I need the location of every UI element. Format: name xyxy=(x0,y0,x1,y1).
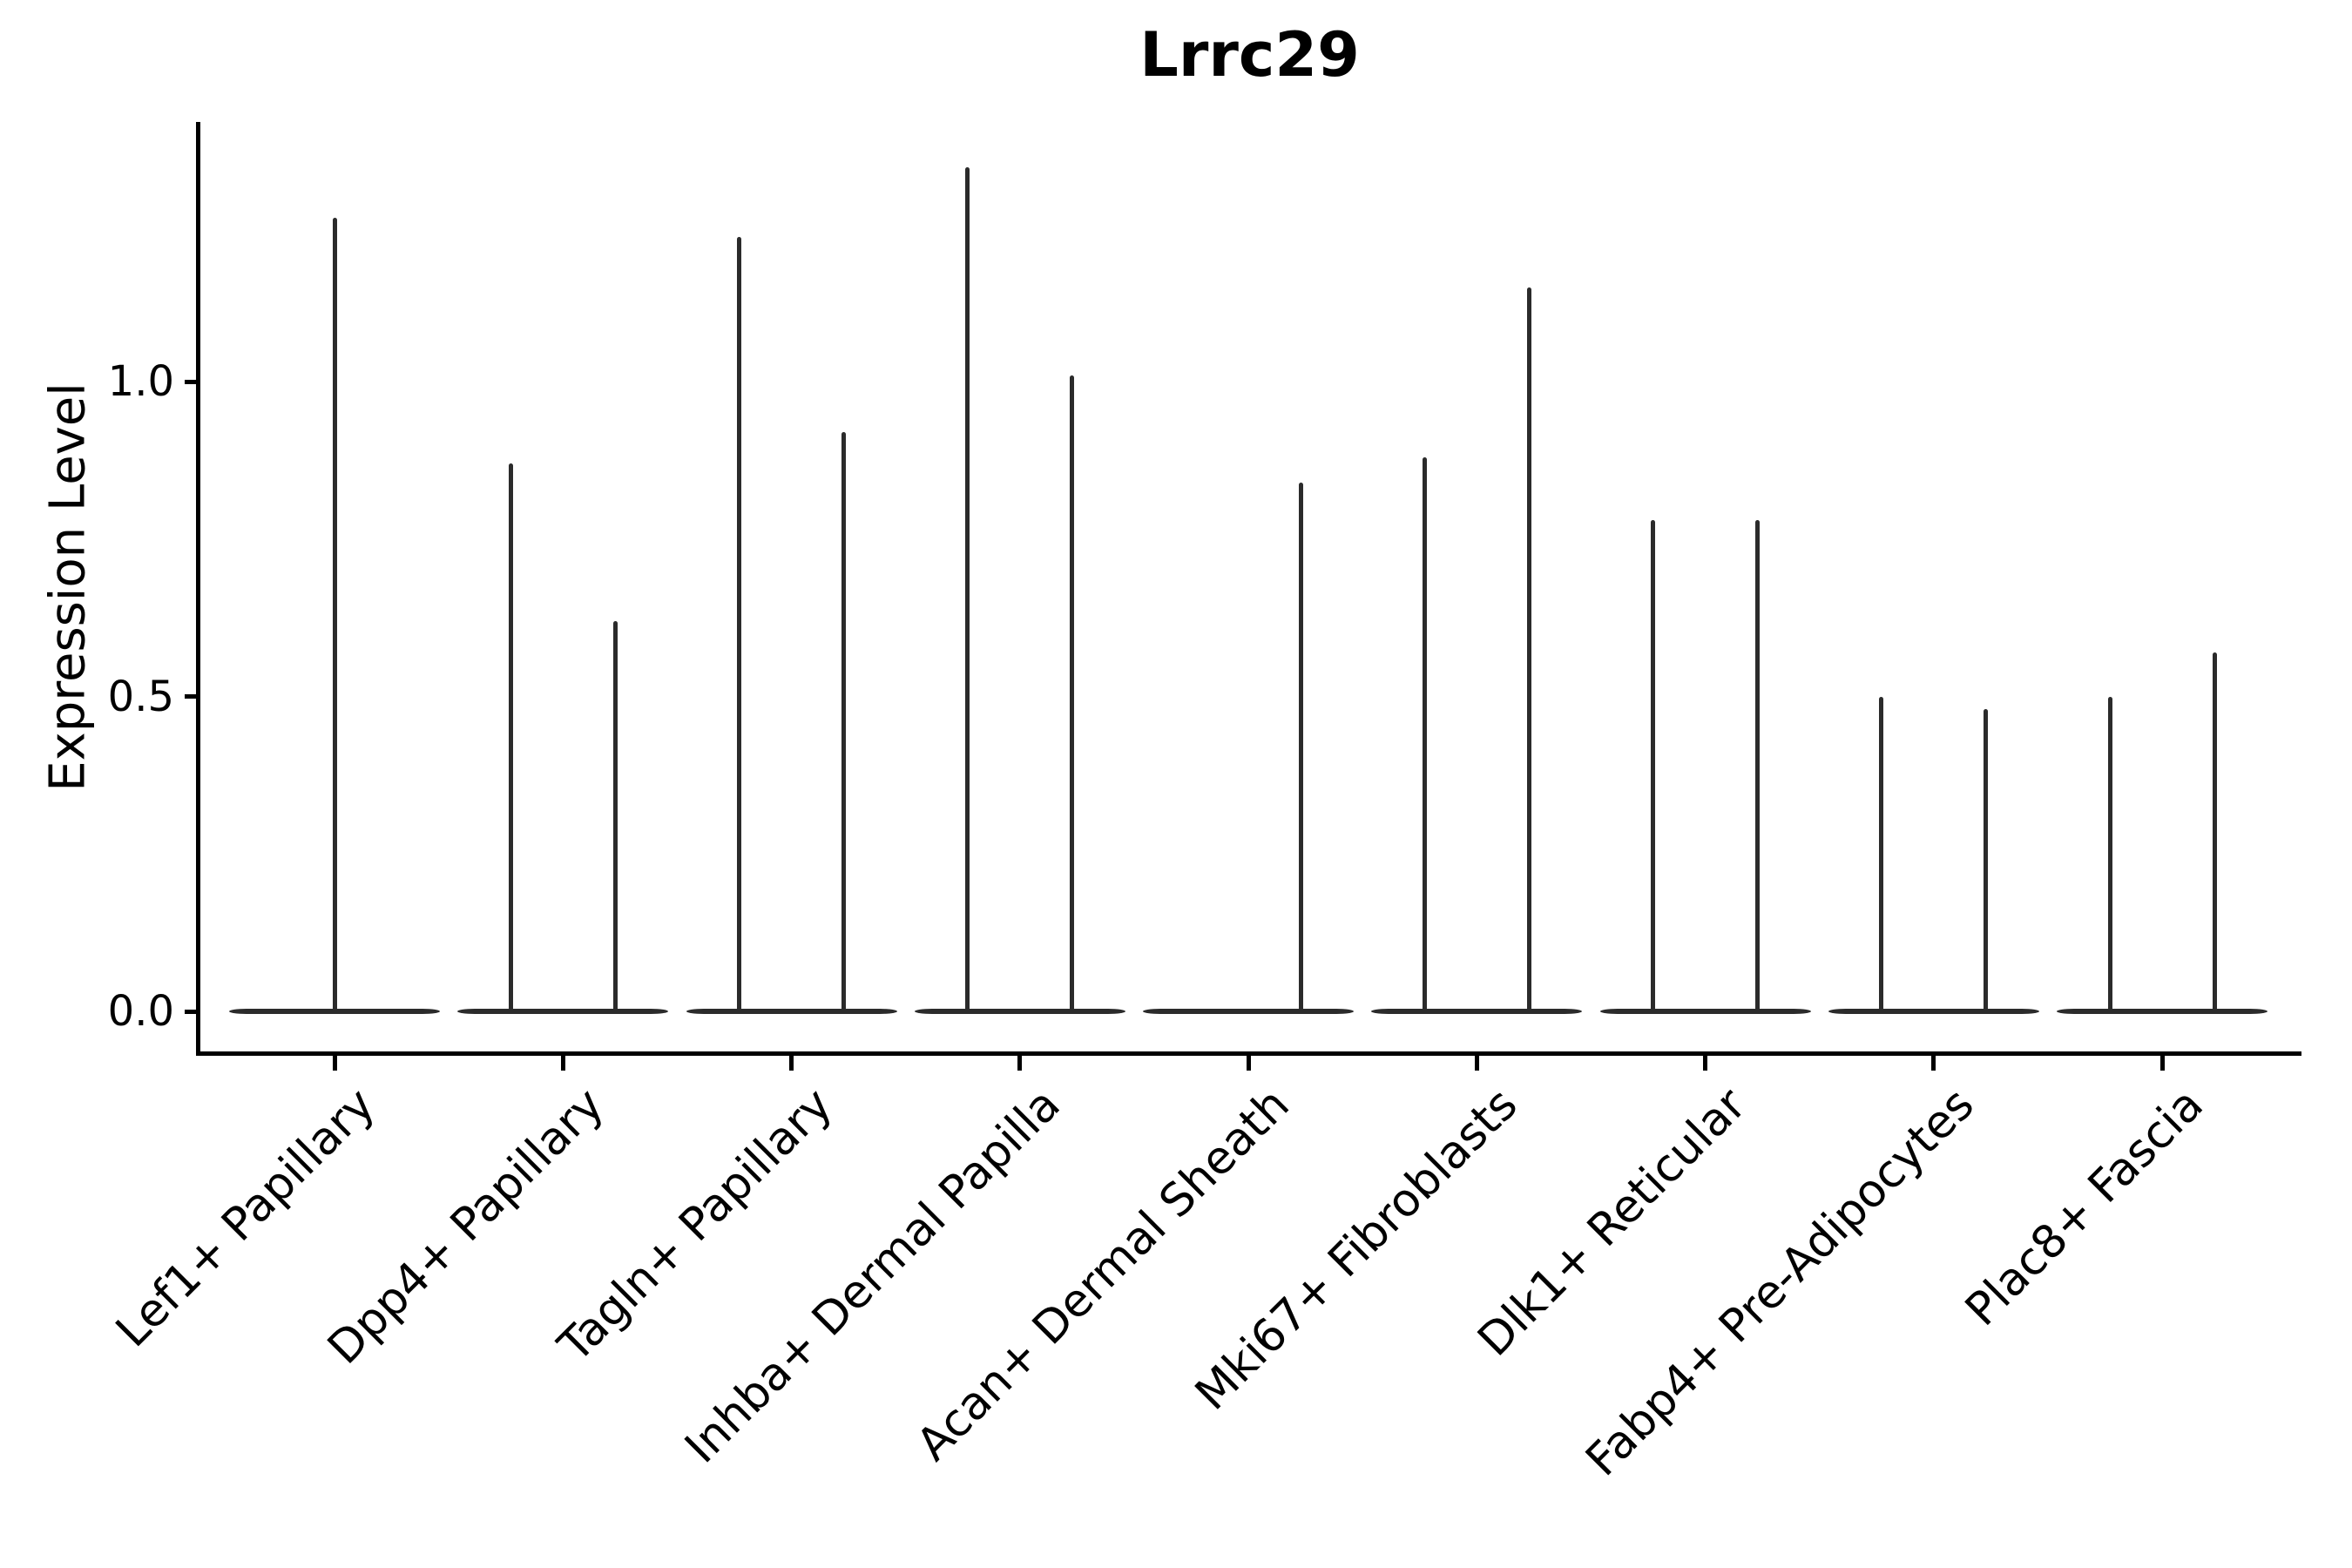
violin-body xyxy=(1371,1009,1583,1014)
violin-body xyxy=(1143,1009,1354,1014)
x-tick-label: Fabp4+ Pre-Adipocytes xyxy=(1576,1078,1985,1487)
x-tick-mark xyxy=(789,1055,794,1071)
violin-spike xyxy=(1070,375,1075,1011)
x-tick-mark xyxy=(1246,1055,1251,1071)
violin-spike xyxy=(612,620,618,1011)
violin-body xyxy=(914,1009,1125,1014)
y-axis-label: Expression Level xyxy=(39,382,97,792)
y-tick-mark xyxy=(185,379,196,384)
y-axis-spine xyxy=(196,122,200,1055)
y-tick-label: 1.0 xyxy=(107,357,174,406)
x-tick-label: Inhba+ Dermal Papilla xyxy=(675,1078,1071,1474)
violin-body xyxy=(457,1009,669,1014)
violin-spike xyxy=(2212,652,2217,1011)
violin-spike xyxy=(1879,696,1884,1011)
y-tick-mark xyxy=(185,694,196,699)
x-tick-label: Acan+ Dermal Sheath xyxy=(906,1078,1300,1471)
violin-spike xyxy=(1651,520,1655,1011)
violin-spike xyxy=(1526,287,1531,1011)
x-tick-mark xyxy=(1474,1055,1479,1071)
x-tick-mark xyxy=(2159,1055,2165,1071)
plot-title: Lrrc29 xyxy=(1139,19,1360,91)
violin-spike xyxy=(841,431,846,1011)
violin-body xyxy=(1599,1009,1811,1014)
x-tick-mark xyxy=(332,1055,337,1071)
y-tick-mark xyxy=(185,1009,196,1014)
y-tick-label: 0.5 xyxy=(107,672,174,721)
x-tick-mark xyxy=(1017,1055,1023,1071)
violin-body xyxy=(229,1009,440,1014)
violin-spike xyxy=(1755,520,1760,1011)
violin-spike xyxy=(2107,696,2112,1011)
x-tick-label: Plac8+ Fascia xyxy=(1955,1078,2213,1336)
violin-spike xyxy=(965,167,970,1011)
violin-spike xyxy=(508,463,513,1011)
x-tick-mark xyxy=(1931,1055,1936,1071)
y-tick-label: 0.0 xyxy=(107,987,174,1036)
violin-spike xyxy=(1422,456,1427,1011)
violin-spike xyxy=(1984,708,1989,1011)
violin-body xyxy=(1828,1009,2039,1014)
violin-body xyxy=(686,1009,897,1014)
violin-spike xyxy=(1298,482,1303,1011)
x-tick-mark xyxy=(1703,1055,1707,1071)
violin-spike xyxy=(332,218,337,1011)
violin-body xyxy=(2057,1009,2268,1014)
x-tick-mark xyxy=(560,1055,565,1071)
violin-spike xyxy=(737,236,741,1011)
x-axis-spine xyxy=(196,1051,2301,1056)
